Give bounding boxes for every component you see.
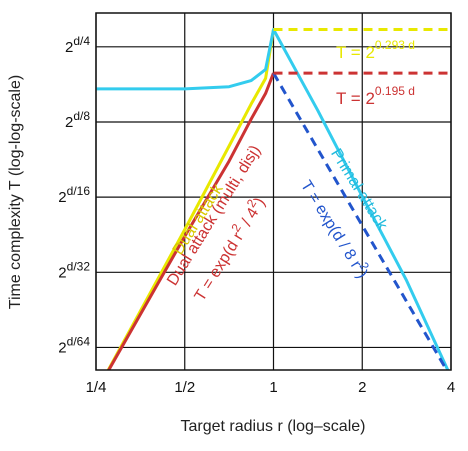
grid <box>95 13 452 370</box>
x-tick-label: 1/4 <box>86 379 107 396</box>
y-tick-labels: 2d/4 2d/8 2d/16 2d/32 2d/64 <box>58 34 90 357</box>
x-tick-label: 2 <box>358 379 366 396</box>
y-tick-label: 2d/32 <box>58 259 90 281</box>
x-tick-label: 4 <box>447 379 455 396</box>
mid-equation: T = 20.195 d <box>336 84 415 108</box>
y-tick-label: 2d/4 <box>65 34 90 56</box>
series-line-1 <box>107 72 275 370</box>
top-equation: T = 20.293 d <box>336 38 415 62</box>
x-tick-label: 1 <box>269 379 277 396</box>
y-tick-label: 2d/64 <box>58 334 90 356</box>
x-tick-labels: 1/4 1/2 1 2 4 <box>86 379 456 396</box>
x-tick-label: 1/2 <box>174 379 195 396</box>
y-tick-label: 2d/16 <box>58 184 90 206</box>
series-group <box>96 28 451 370</box>
y-axis-label: Time complexity T (log-log-scale) <box>7 75 24 309</box>
x-axis-label: Target radius r (log–scale) <box>181 418 366 435</box>
y-tick-label: 2d/8 <box>65 109 90 131</box>
series-line-0 <box>106 29 275 370</box>
plot-frame <box>95 12 452 371</box>
series-line-3 <box>272 72 449 370</box>
